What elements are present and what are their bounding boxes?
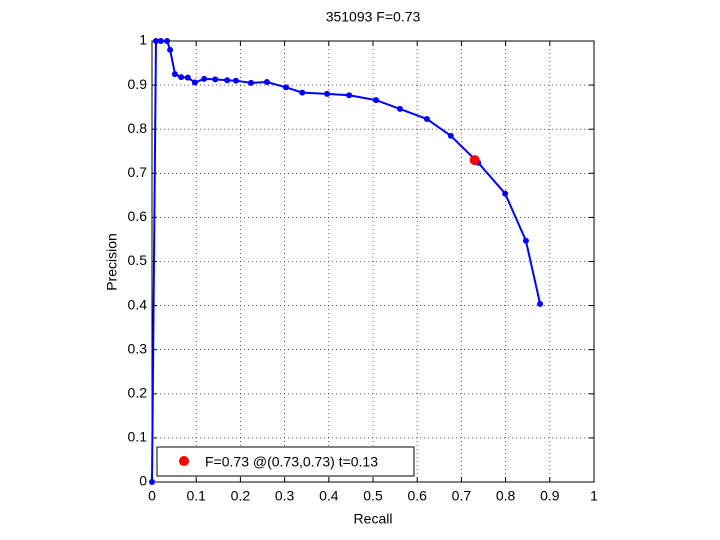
data-point <box>152 38 159 44</box>
x-tick-label: 0.7 <box>452 488 472 504</box>
x-tick-label: 0.9 <box>540 488 560 504</box>
x-tick-label: 1 <box>590 488 598 504</box>
y-tick-label: 1 <box>139 32 147 48</box>
data-point <box>157 38 164 44</box>
y-tick-label: 0.7 <box>128 164 148 180</box>
data-point <box>396 105 403 112</box>
data-point <box>373 97 380 104</box>
plot-frame <box>151 40 595 483</box>
x-tick-label: 0 <box>148 488 156 504</box>
legend-label: F=0.73 @(0.73,0.73) t=0.13 <box>205 454 378 470</box>
data-point <box>191 79 198 86</box>
x-axis-label: Recall <box>354 511 393 527</box>
y-tick-label: 0.9 <box>128 76 148 92</box>
x-tick-label: 0.2 <box>231 488 251 504</box>
y-tick-label: 0.3 <box>128 340 148 356</box>
data-point <box>263 79 270 86</box>
data-point <box>324 90 331 97</box>
data-point <box>282 84 289 91</box>
data-point <box>232 77 239 84</box>
x-tick-label: 0.1 <box>186 488 206 504</box>
data-point <box>167 46 174 53</box>
y-axis-label: Precision <box>104 233 120 291</box>
y-tick-label: 0 <box>139 473 147 489</box>
data-point <box>201 75 208 82</box>
legend-marker <box>179 456 189 466</box>
data-point <box>522 237 529 244</box>
data-point <box>248 79 255 86</box>
data-point <box>224 77 231 84</box>
data-point <box>502 190 509 197</box>
x-tick-label: 0.5 <box>363 488 383 504</box>
y-tick-label: 0.1 <box>128 429 148 445</box>
y-tick-label: 0.6 <box>128 208 148 224</box>
y-tick-label: 0.4 <box>128 296 148 312</box>
best-point <box>469 155 480 166</box>
series-line <box>151 40 542 483</box>
data-point <box>149 479 155 485</box>
data-point <box>164 38 171 44</box>
legend-box <box>156 446 415 477</box>
x-tick-label: 0.3 <box>275 488 295 504</box>
data-point <box>171 71 178 78</box>
y-tick-label: 0.2 <box>128 385 148 401</box>
data-point <box>299 89 306 96</box>
data-point <box>212 76 219 83</box>
data-point <box>184 74 191 81</box>
data-point <box>537 300 544 307</box>
chart-title: 351093 F=0.73 <box>326 9 421 25</box>
data-point <box>423 116 430 123</box>
data-point <box>447 132 454 139</box>
y-tick-label: 0.5 <box>128 252 148 268</box>
x-tick-label: 0.6 <box>407 488 427 504</box>
x-tick-label: 0.4 <box>319 488 339 504</box>
x-tick-label: 0.8 <box>496 488 516 504</box>
y-tick-label: 0.8 <box>128 120 148 136</box>
data-point <box>346 92 353 99</box>
data-point <box>178 74 185 81</box>
